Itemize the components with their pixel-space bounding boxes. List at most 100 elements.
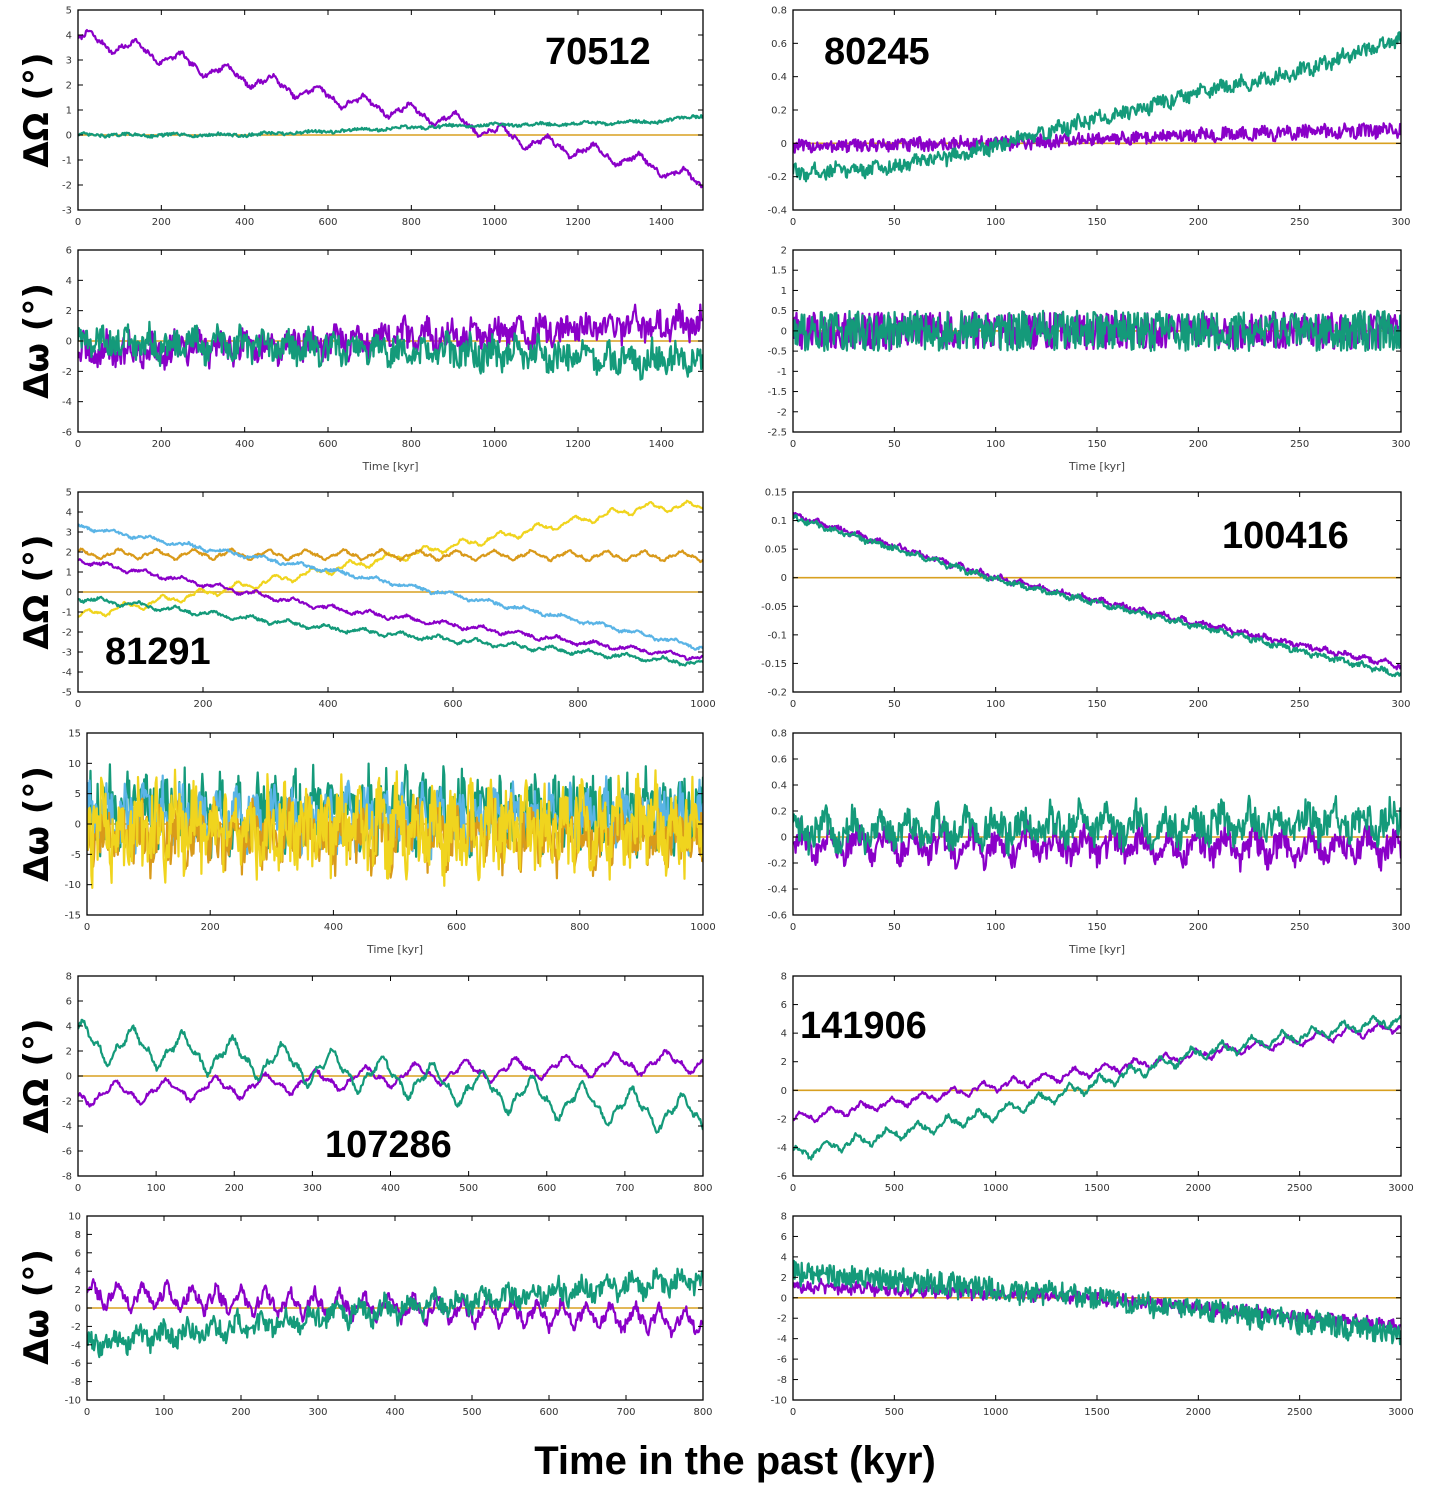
x-tick-label: 0	[75, 1183, 81, 1194]
x-tick-label: 200	[1189, 699, 1208, 710]
y-tick-label: 8	[66, 972, 72, 983]
x-tick-label: 600	[318, 439, 337, 450]
y-tick-label: 5	[66, 488, 72, 499]
y-tick-label: 4	[75, 1267, 81, 1278]
x-tick-label: 0	[790, 439, 796, 450]
series-clone-green	[78, 1018, 703, 1134]
y-tick-label: 0.8	[771, 729, 787, 740]
x-tick-label: 600	[537, 1183, 556, 1194]
y-tick-label: -6	[62, 428, 72, 439]
series-clone-green	[793, 1259, 1401, 1346]
y-tick-label: -0.05	[761, 602, 787, 613]
x-tick-label: 0	[790, 922, 796, 933]
x-tick-label: 400	[381, 1183, 400, 1194]
series-clone-orange	[78, 547, 703, 564]
y-tick-label: -4	[71, 1340, 81, 1351]
series-clone-purple	[78, 1048, 703, 1108]
x-tick-label: 400	[235, 439, 254, 450]
y-tick-label: 0.4	[771, 72, 787, 83]
x-tick-label: 1000	[690, 699, 715, 710]
x-tick-label: 0	[790, 217, 796, 228]
y-tick-label: 4	[66, 508, 72, 519]
series-clone-purple	[87, 1278, 703, 1339]
y-tick-label: -1.5	[767, 387, 787, 398]
x-tick-label: 150	[1087, 439, 1106, 450]
y-tick-label: 6	[781, 1232, 787, 1243]
series-clone-yellow	[87, 768, 703, 889]
x-tick-label: 200	[152, 439, 171, 450]
x-tick-label: 2500	[1287, 1407, 1312, 1418]
x-tick-label: 0	[790, 1407, 796, 1418]
y-tick-label: -6	[777, 1172, 787, 1183]
series-clone-green	[793, 514, 1401, 678]
x-tick-label: 50	[888, 922, 901, 933]
x-tick-label: 800	[693, 1183, 712, 1194]
panel-70512-omega: 0 200 400 600 800 1000 1200 1400 -6 -4 -2 0 2 4 6 Time …	[62, 246, 704, 473]
x-axis-label: Time [kyr]	[1068, 460, 1125, 473]
x-tick-label: 0	[790, 699, 796, 710]
x-tick-label: 100	[986, 699, 1005, 710]
x-tick-label: 2000	[1186, 1183, 1211, 1194]
y-tick-label: 10	[68, 1212, 81, 1223]
series-clone-green	[78, 595, 703, 667]
x-tick-label: 0	[75, 217, 81, 228]
y-tick-label: -2	[777, 407, 787, 418]
x-tick-label: 150	[1087, 217, 1106, 228]
panel-81291-omega: 0 200 400 600 800 1000 -15 -10 -5 0 5 10 15 Time [kyr…	[65, 729, 716, 957]
x-tick-label: 1400	[649, 217, 674, 228]
y-tick-label: -4	[777, 1334, 787, 1345]
y-tick-label: 0.6	[771, 39, 787, 50]
label-107286: 107286	[325, 1124, 452, 1166]
y-tick-label: 1	[66, 568, 72, 579]
x-tick-label: 0	[84, 1407, 90, 1418]
y-tick-label: 0	[781, 139, 787, 150]
label-81291: 81291	[105, 631, 211, 673]
y-tick-label: 0.05	[765, 545, 787, 556]
x-tick-label: 1000	[482, 217, 507, 228]
x-tick-label: 200	[225, 1183, 244, 1194]
y-tick-label: -4	[62, 1122, 72, 1133]
panel-81291: 0 200 400 600 800 1000 -5 -4 -3 -2 -1 0 1 2 3 4 5	[62, 488, 716, 711]
y-tick-label: -4	[62, 668, 72, 679]
x-tick-label: 1200	[565, 439, 590, 450]
series-clone-lightblue	[78, 523, 703, 651]
y-tick-label: -6	[777, 1355, 787, 1366]
x-tick-label: 300	[1391, 922, 1410, 933]
y-tick-label: -5	[71, 850, 81, 861]
x-axis-label: Time [kyr]	[1068, 943, 1125, 956]
panel-141906-omega: 0 500 1000 1500 2000 2500 3000 -10 -8 -6 -4 -2 0 2 4 6 8	[771, 1212, 1414, 1419]
x-tick-label: 200	[193, 699, 212, 710]
y-tick-label: -2	[62, 628, 72, 639]
y-tick-label: 2	[66, 81, 72, 92]
x-tick-label: 300	[1391, 439, 1410, 450]
y-tick-label: 0	[66, 1072, 72, 1083]
label-100416: 100416	[1222, 515, 1349, 557]
x-tick-label: 50	[888, 439, 901, 450]
series-clone-green	[78, 114, 703, 139]
y-tick-label: -8	[777, 1375, 787, 1386]
y-tick-label: 0.5	[771, 306, 787, 317]
x-tick-label: 150	[1087, 922, 1106, 933]
x-tick-label: 800	[568, 699, 587, 710]
y-tick-label: 2	[75, 1285, 81, 1296]
y-tick-label: 10	[68, 759, 81, 770]
y-tick-label: -6	[71, 1359, 81, 1370]
ylabel-row4: Δω (°)	[17, 766, 57, 882]
y-tick-label: 2	[66, 1047, 72, 1058]
y-tick-label: 0	[66, 131, 72, 142]
y-tick-label: 2	[781, 1273, 787, 1284]
panel-100416: 0 50 100 150 200 250 300 -0.2 -0.15 -0.1 -0.05 0 0.0…	[761, 488, 1410, 711]
x-tick-label: 50	[888, 699, 901, 710]
panel-70512: 0 200 400 600 800 1000 1200 1400 -3 -2 -1 0 1 2 3 4 5	[62, 6, 704, 228]
y-tick-label: 2	[66, 548, 72, 559]
series-clone-orange	[87, 793, 703, 880]
y-tick-label: 1	[781, 286, 787, 297]
y-tick-label: -3	[62, 206, 72, 217]
y-tick-label: 6	[75, 1248, 81, 1259]
x-tick-label: 500	[459, 1183, 478, 1194]
x-tick-label: 200	[201, 922, 220, 933]
label-70512: 70512	[545, 31, 651, 73]
y-tick-label: 4	[781, 1252, 787, 1263]
ylabel-row2: Δω (°)	[17, 283, 57, 399]
x-tick-label: 250	[1290, 699, 1309, 710]
